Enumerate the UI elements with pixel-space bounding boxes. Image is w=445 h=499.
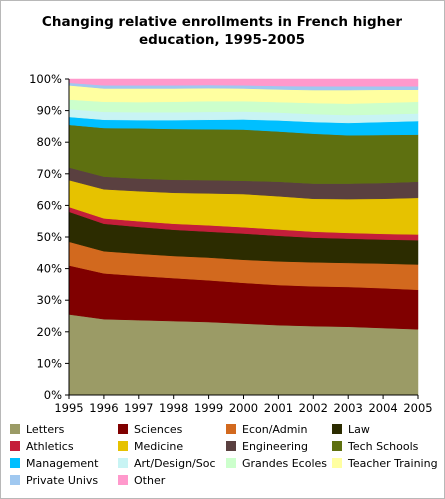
legend-swatch <box>332 424 342 434</box>
legend-label: Medicine <box>134 440 183 453</box>
legend-swatch <box>226 458 236 468</box>
legend-label: Management <box>26 457 99 470</box>
legend-label: Private Univs <box>26 474 98 487</box>
x-tick-label: 2002 <box>299 401 328 415</box>
legend: Letters Sciences Econ/Admin Law Athletics Med… <box>10 423 438 487</box>
x-tick-label: 2004 <box>368 401 397 415</box>
legend-item-econ-admin: Econ/Admin <box>226 423 307 436</box>
legend-item-sciences: Sciences <box>118 423 183 436</box>
legend-swatch <box>118 458 128 468</box>
x-tick-label: 1998 <box>159 401 188 415</box>
y-tick-label: 10% <box>36 356 62 370</box>
legend-swatch <box>332 441 342 451</box>
legend-item-art-design-soc: Art/Design/Soc <box>118 457 216 470</box>
legend-label: Law <box>348 423 370 436</box>
x-tick-label: 2001 <box>264 401 293 415</box>
x-tick-label: 2005 <box>403 401 432 415</box>
legend-swatch <box>118 441 128 451</box>
legend-label: Sciences <box>134 423 183 436</box>
y-tick-label: 30% <box>36 293 62 307</box>
x-tick-label: 1996 <box>89 401 118 415</box>
legend-swatch <box>10 441 20 451</box>
x-tick-label: 2003 <box>334 401 363 415</box>
legend-item-management: Management <box>10 457 99 470</box>
legend-item-other: Other <box>118 474 166 487</box>
legend-item-law: Law <box>332 423 370 436</box>
legend-item-athletics: Athletics <box>10 440 74 453</box>
x-tick-label: 2000 <box>229 401 258 415</box>
y-tick-label: 70% <box>36 167 62 181</box>
legend-swatch <box>226 441 236 451</box>
legend-label: Tech Schools <box>347 440 419 453</box>
legend-swatch <box>226 424 236 434</box>
legend-item-private-univs: Private Univs <box>10 474 98 487</box>
y-tick-label: 0% <box>44 388 62 402</box>
x-tick-label: 1995 <box>54 401 83 415</box>
legend-label: Econ/Admin <box>242 423 307 436</box>
area-other <box>68 78 419 87</box>
legend-item-grandes-ecoles: Grandes Ecoles <box>226 457 327 470</box>
legend-swatch <box>10 458 20 468</box>
legend-label: Art/Design/Soc <box>134 457 216 470</box>
legend-item-engineering: Engineering <box>226 440 308 453</box>
legend-label: Engineering <box>242 440 308 453</box>
legend-item-tech-schools: Tech Schools <box>332 440 419 453</box>
legend-item-medicine: Medicine <box>118 440 183 453</box>
x-tick-label: 1997 <box>124 401 153 415</box>
y-tick-label: 100% <box>29 72 62 86</box>
chart-title-line-1: Changing relative enrollments in French … <box>42 14 402 30</box>
legend-label: Other <box>134 474 166 487</box>
plot-area <box>68 78 419 396</box>
legend-label: Teacher Training <box>347 457 438 470</box>
legend-swatch <box>332 458 342 468</box>
legend-label: Athletics <box>26 440 74 453</box>
axes: 0% 10% 20% 30% 40% 50% 60% 70% 80% 90% 100% 1995 199… <box>29 72 433 415</box>
chart-title-line-2: education, 1995-2005 <box>139 32 305 48</box>
y-tick-label: 20% <box>36 325 62 339</box>
legend-swatch <box>118 475 128 485</box>
legend-swatch <box>10 424 20 434</box>
y-tick-label: 60% <box>36 198 62 212</box>
legend-swatch <box>10 475 20 485</box>
legend-item-teacher-training: Teacher Training <box>332 457 438 470</box>
legend-swatch <box>118 424 128 434</box>
legend-label: Letters <box>26 423 65 436</box>
legend-item-letters: Letters <box>10 423 65 436</box>
y-tick-label: 40% <box>36 262 62 276</box>
y-tick-label: 50% <box>36 230 62 244</box>
y-tick-label: 90% <box>36 104 62 118</box>
y-tick-label: 80% <box>36 135 62 149</box>
x-tick-label: 1999 <box>194 401 223 415</box>
legend-label: Grandes Ecoles <box>242 457 327 470</box>
